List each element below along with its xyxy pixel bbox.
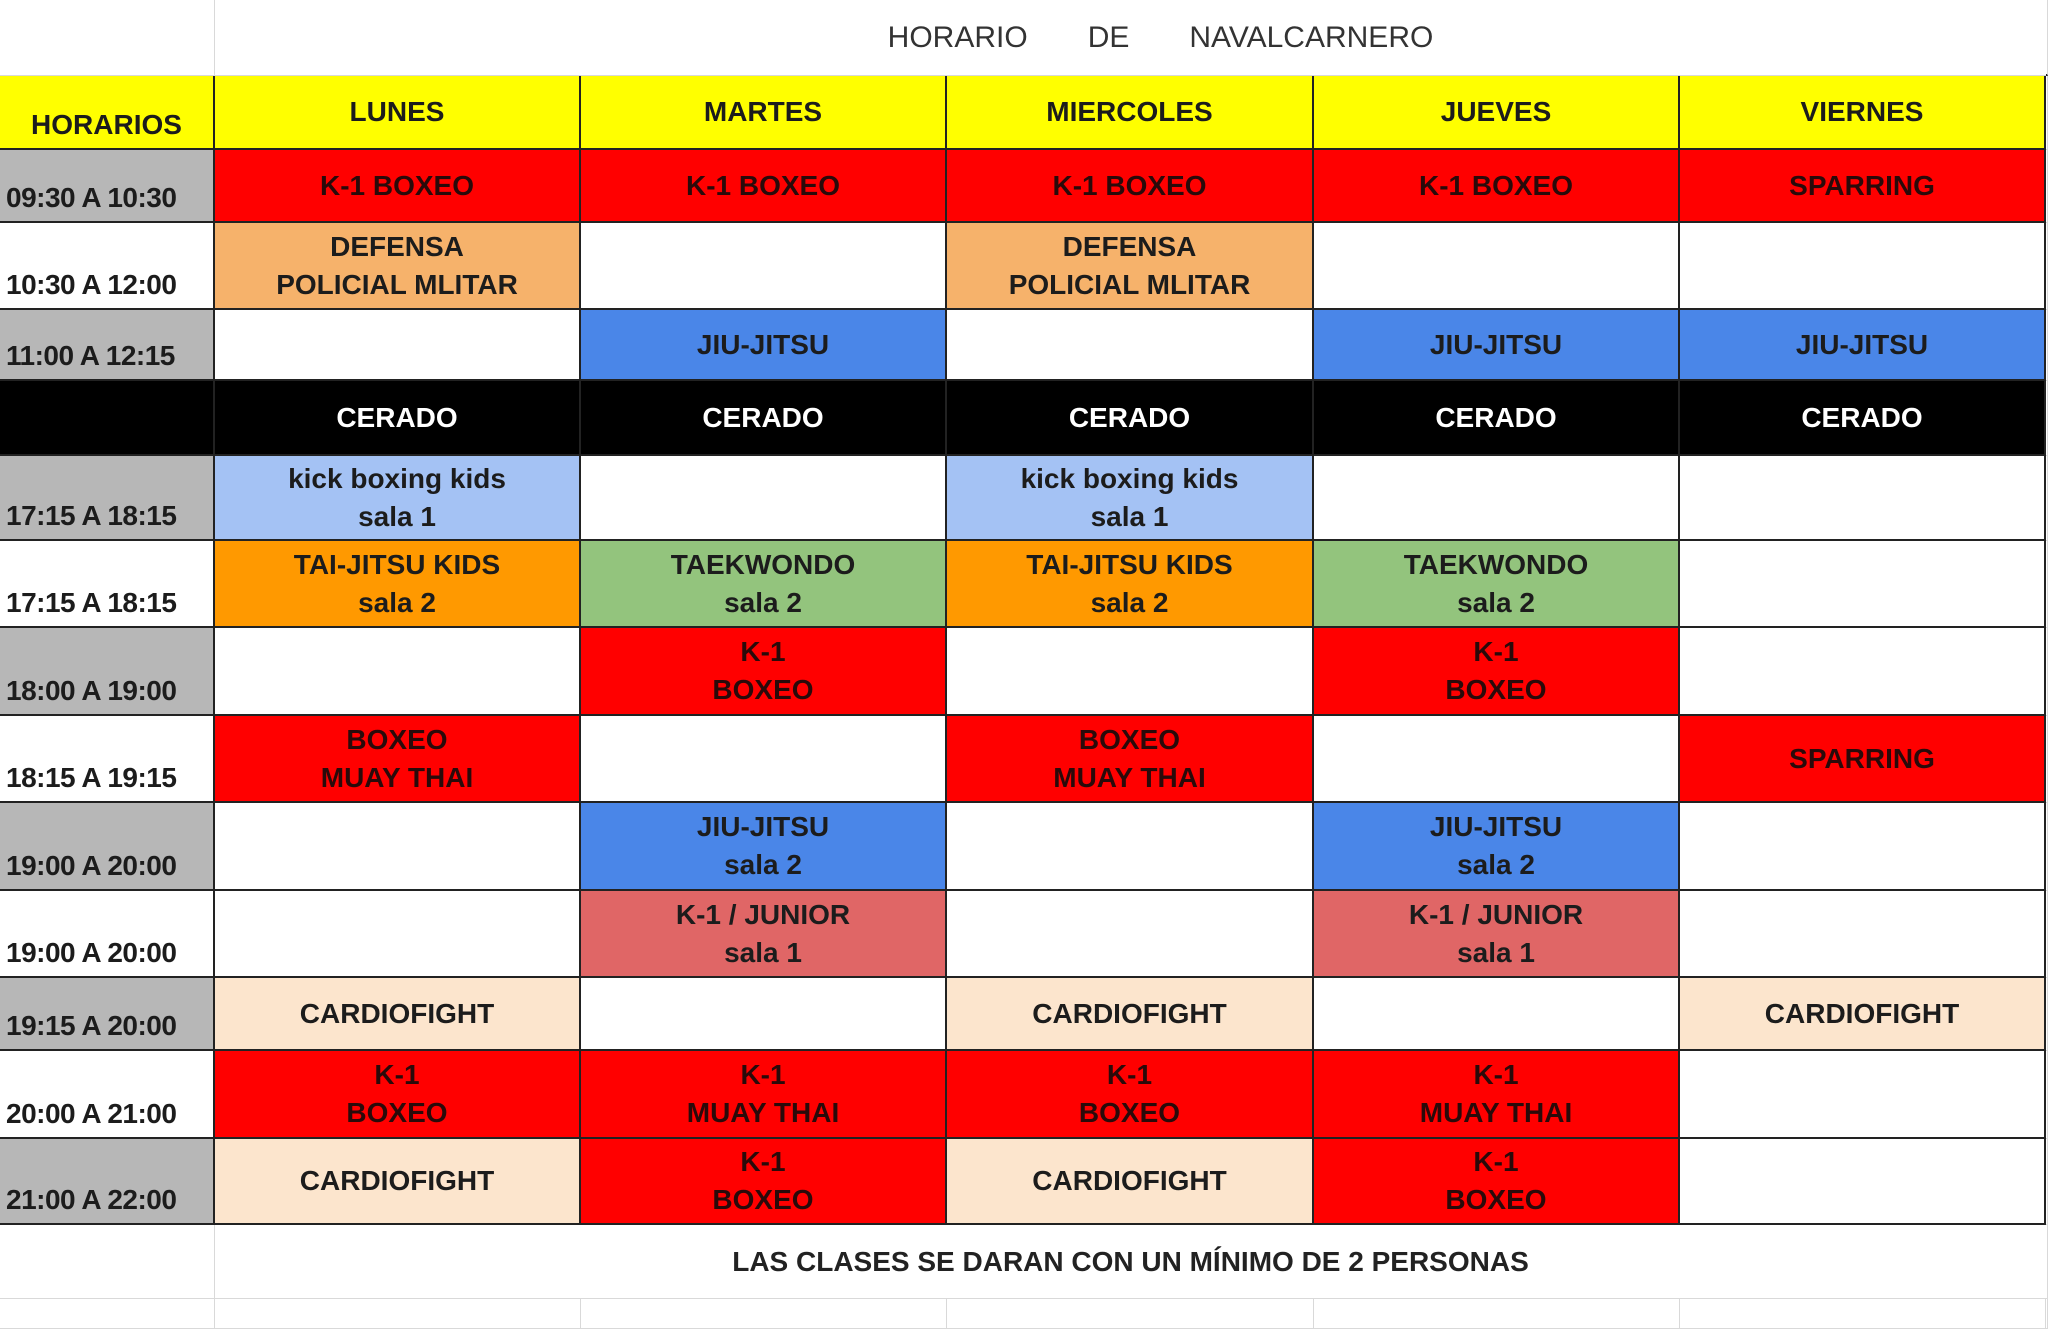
empty-class-cell	[215, 891, 581, 978]
empty-cell	[215, 1299, 581, 1329]
empty-class-cell	[215, 803, 581, 891]
empty-cell	[581, 1299, 947, 1329]
closed-time-cell	[0, 381, 215, 456]
class-cell: K-1 BOXEO	[1314, 628, 1680, 716]
class-cell: CERADO	[947, 381, 1314, 456]
class-cell: CERADO	[581, 381, 947, 456]
time-slot: 19:15 A 20:00	[0, 978, 215, 1051]
time-slot: 17:15 A 18:15	[0, 456, 215, 541]
empty-class-cell	[581, 456, 947, 541]
class-cell: K-1 BOXEO	[215, 150, 581, 223]
class-cell: K-1 / JUNIOR sala 1	[581, 891, 947, 978]
empty-class-cell	[1680, 223, 2046, 310]
time-slot: 17:15 A 18:15	[0, 541, 215, 628]
title-word: HORARIO	[887, 20, 1028, 54]
empty-class-cell	[1314, 716, 1680, 803]
class-cell: kick boxing kids sala 1	[947, 456, 1314, 541]
empty-class-cell	[1314, 456, 1680, 541]
empty-class-cell	[1680, 891, 2046, 978]
time-slot: 18:00 A 19:00	[0, 628, 215, 716]
class-cell: kick boxing kids sala 1	[215, 456, 581, 541]
class-cell: JIU-JITSU	[1680, 310, 2046, 381]
empty-class-cell	[1680, 628, 2046, 716]
time-slot: 18:15 A 19:15	[0, 716, 215, 803]
empty-class-cell	[581, 223, 947, 310]
class-cell: K-1 MUAY THAI	[581, 1051, 947, 1139]
class-cell: TAEKWONDO sala 2	[1314, 541, 1680, 628]
empty-class-cell	[947, 628, 1314, 716]
class-cell: CARDIOFIGHT	[947, 978, 1314, 1051]
time-slot: 19:00 A 20:00	[0, 803, 215, 891]
header-day: VIERNES	[1680, 76, 2046, 150]
empty-class-cell	[215, 628, 581, 716]
empty-class-cell	[1680, 1051, 2046, 1139]
class-cell: CARDIOFIGHT	[947, 1139, 1314, 1225]
empty-class-cell	[1314, 978, 1680, 1051]
empty-class-cell	[1680, 1139, 2046, 1225]
class-cell: CARDIOFIGHT	[1680, 978, 2046, 1051]
header-day: MIERCOLES	[947, 76, 1314, 150]
class-cell: TAEKWONDO sala 2	[581, 541, 947, 628]
class-cell: SPARRING	[1680, 150, 2046, 223]
class-cell: DEFENSA POLICIAL MLITAR	[215, 223, 581, 310]
empty-class-cell	[1680, 456, 2046, 541]
time-slot: 19:00 A 20:00	[0, 891, 215, 978]
time-slot: 09:30 A 10:30	[0, 150, 215, 223]
empty-class-cell	[947, 310, 1314, 381]
header-day: MARTES	[581, 76, 947, 150]
class-cell: TAI-JITSU KIDS sala 2	[215, 541, 581, 628]
empty-class-cell	[947, 803, 1314, 891]
empty-cell	[947, 1299, 1314, 1329]
class-cell: CARDIOFIGHT	[215, 1139, 581, 1225]
class-cell: K-1 BOXEO	[1314, 150, 1680, 223]
sheet-title: HORARIO DE NAVALCARNERO	[215, 0, 2046, 76]
empty-class-cell	[215, 310, 581, 381]
class-cell: K-1 BOXEO	[581, 150, 947, 223]
empty-class-cell	[947, 891, 1314, 978]
time-slot: 20:00 A 21:00	[0, 1051, 215, 1139]
empty-cell	[1314, 1299, 1680, 1329]
empty-class-cell	[1314, 223, 1680, 310]
class-cell: K-1 MUAY THAI	[1314, 1051, 1680, 1139]
empty-cell	[0, 1225, 215, 1299]
empty-cell	[0, 1299, 215, 1329]
class-cell: CERADO	[215, 381, 581, 456]
class-cell: K-1 BOXEO	[215, 1051, 581, 1139]
class-cell: K-1 BOXEO	[1314, 1139, 1680, 1225]
header-horarios: HORARIOS	[0, 76, 215, 150]
class-cell: BOXEO MUAY THAI	[947, 716, 1314, 803]
class-cell: K-1 BOXEO	[947, 150, 1314, 223]
class-cell: K-1 BOXEO	[581, 628, 947, 716]
class-cell: SPARRING	[1680, 716, 2046, 803]
time-slot: 10:30 A 12:00	[0, 223, 215, 310]
empty-class-cell	[1680, 803, 2046, 891]
empty-class-cell	[581, 978, 947, 1051]
class-cell: BOXEO MUAY THAI	[215, 716, 581, 803]
class-cell: DEFENSA POLICIAL MLITAR	[947, 223, 1314, 310]
empty-cell	[0, 0, 215, 76]
header-day: JUEVES	[1314, 76, 1680, 150]
title-word: NAVALCARNERO	[1189, 20, 1434, 54]
time-slot: 11:00 A 12:15	[0, 310, 215, 381]
class-cell: K-1 BOXEO	[947, 1051, 1314, 1139]
empty-class-cell	[581, 716, 947, 803]
class-cell: JIU-JITSU sala 2	[1314, 803, 1680, 891]
empty-class-cell	[1680, 541, 2046, 628]
class-cell: CERADO	[1314, 381, 1680, 456]
class-cell: JIU-JITSU	[581, 310, 947, 381]
header-day: LUNES	[215, 76, 581, 150]
class-cell: K-1 / JUNIOR sala 1	[1314, 891, 1680, 978]
title-word: DE	[1087, 20, 1130, 54]
class-cell: TAI-JITSU KIDS sala 2	[947, 541, 1314, 628]
class-cell: K-1 BOXEO	[581, 1139, 947, 1225]
class-cell: CERADO	[1680, 381, 2046, 456]
empty-cell	[1680, 1299, 2046, 1329]
footer-note: LAS CLASES SE DARAN CON UN MÍNIMO DE 2 P…	[215, 1225, 2046, 1299]
class-cell: JIU-JITSU	[1314, 310, 1680, 381]
time-slot: 21:00 A 22:00	[0, 1139, 215, 1225]
class-cell: CARDIOFIGHT	[215, 978, 581, 1051]
class-cell: JIU-JITSU sala 2	[581, 803, 947, 891]
